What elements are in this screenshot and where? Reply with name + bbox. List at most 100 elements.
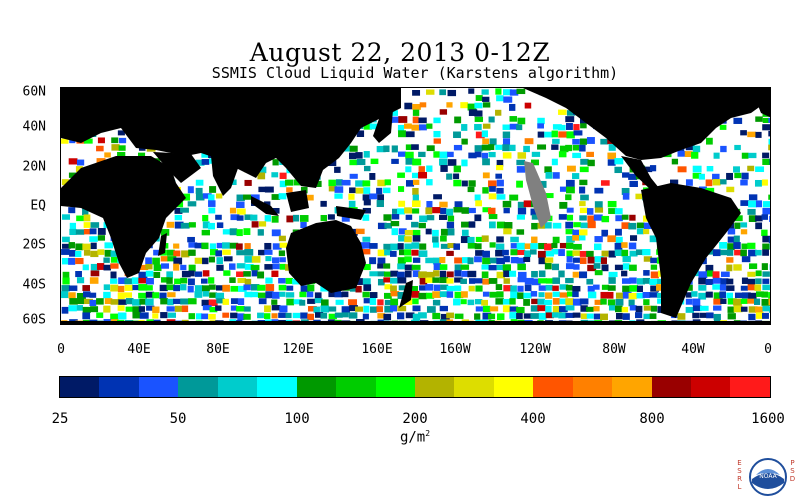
- cloud-cell: [461, 207, 470, 214]
- cloud-cell: [572, 312, 581, 318]
- cloud-cell: [621, 306, 629, 313]
- colorbar-swatch-16: [691, 377, 731, 397]
- cloud-cell: [482, 138, 490, 145]
- cloud-cell: [538, 292, 545, 298]
- cloud-cell: [237, 313, 245, 321]
- cloud-cell: [433, 138, 441, 144]
- cloud-cell: [76, 277, 85, 284]
- cloud-cell: [447, 228, 455, 236]
- cloud-cell: [397, 124, 405, 132]
- cloud-cell: [594, 236, 603, 243]
- cloud-cell: [181, 193, 191, 201]
- cloud-cell: [222, 298, 229, 305]
- cloud-cell: [692, 312, 700, 319]
- cloud-cell: [755, 215, 763, 222]
- cloud-cell: [167, 249, 175, 256]
- cloud-cell: [558, 131, 568, 138]
- cloud-cell: [573, 130, 583, 136]
- cloud-cell: [300, 285, 310, 293]
- cloud-cell: [90, 263, 100, 271]
- cloud-cell: [404, 256, 412, 263]
- lon-label-120e: 120E: [282, 342, 314, 357]
- cloud-cell: [236, 229, 243, 237]
- cloud-cell: [712, 179, 721, 186]
- cloud-cell: [453, 243, 461, 250]
- cloud-cell: [474, 214, 482, 222]
- cloud-cell: [650, 257, 658, 264]
- cloud-cell: [768, 117, 770, 123]
- cloud-cell: [565, 144, 573, 152]
- cloud-cell: [278, 250, 286, 257]
- cloud-cell: [411, 285, 419, 292]
- cloud-cell: [90, 270, 100, 277]
- colorbar-swatch-9: [414, 377, 455, 397]
- cloud-cell: [222, 229, 231, 235]
- cloud-cell: [278, 277, 286, 284]
- cloud-cell: [496, 271, 506, 279]
- cloud-cell: [481, 130, 488, 138]
- colorbar-swatch-6: [296, 377, 337, 397]
- cloud-cell: [433, 270, 440, 277]
- cloud-cell: [138, 277, 148, 284]
- cloud-cell: [76, 305, 83, 311]
- cloud-cell: [215, 214, 222, 220]
- cloud-cell: [755, 270, 762, 277]
- cloud-cell: [461, 221, 470, 228]
- cloud-cell: [608, 277, 616, 284]
- cloud-cell: [537, 250, 546, 258]
- cloud-cell: [545, 278, 555, 284]
- cloud-cell: [517, 201, 526, 208]
- cloud-cell: [523, 256, 531, 263]
- cloud-cell: [517, 207, 527, 215]
- cloud-cell: [258, 298, 267, 305]
- cloud-cell: [509, 194, 519, 201]
- cloud-cell: [489, 306, 499, 312]
- cloud-cell: [685, 179, 693, 186]
- cloud-cell: [285, 277, 293, 284]
- cloud-cell: [180, 284, 187, 291]
- cloud-cell: [208, 200, 216, 207]
- cloud-cell: [124, 292, 133, 298]
- cloud-cell: [747, 131, 757, 138]
- cloud-cell: [481, 299, 489, 306]
- cloud-cell: [83, 214, 91, 222]
- cloud-cell: [180, 298, 189, 305]
- cloud-cell: [566, 165, 576, 172]
- cloud-cell: [411, 264, 421, 270]
- cloud-cell: [412, 179, 420, 185]
- lon-label-80e: 80E: [206, 342, 230, 357]
- cloud-cell: [586, 278, 594, 285]
- cloud-cell: [62, 271, 70, 278]
- cloud-cell: [188, 270, 195, 277]
- cloud-cell: [418, 166, 425, 173]
- cloud-cell: [621, 270, 628, 277]
- cloud-cell: [426, 179, 433, 186]
- cloud-cell: [447, 215, 455, 222]
- cloud-cell: [243, 284, 251, 291]
- cloud-cell: [615, 305, 623, 313]
- cloud-cell: [383, 243, 392, 251]
- cloud-cell: [383, 263, 391, 269]
- cloud-cell: [755, 249, 762, 256]
- cloud-cell: [503, 222, 513, 229]
- cloud-cell: [62, 277, 70, 285]
- cloud-cell: [530, 305, 540, 312]
- cloud-cell: [481, 152, 488, 159]
- cloud-cell: [768, 292, 770, 299]
- cloud-cell: [502, 124, 511, 130]
- cloud-cell: [530, 243, 538, 250]
- cloud-cell: [440, 165, 448, 172]
- cloud-cell: [502, 264, 512, 272]
- cloud-cell: [580, 158, 589, 165]
- lon-label-0-right: 0: [764, 342, 772, 357]
- cloud-cell: [698, 271, 708, 279]
- cloud-cell: [398, 186, 405, 192]
- cloud-cell: [391, 228, 398, 236]
- cloud-cell: [397, 172, 405, 178]
- cloud-cell: [236, 215, 244, 221]
- cloud-cell: [621, 249, 629, 257]
- cloud-cell: [740, 249, 747, 257]
- cloud-cell: [208, 299, 218, 307]
- cloud-cell: [552, 298, 560, 305]
